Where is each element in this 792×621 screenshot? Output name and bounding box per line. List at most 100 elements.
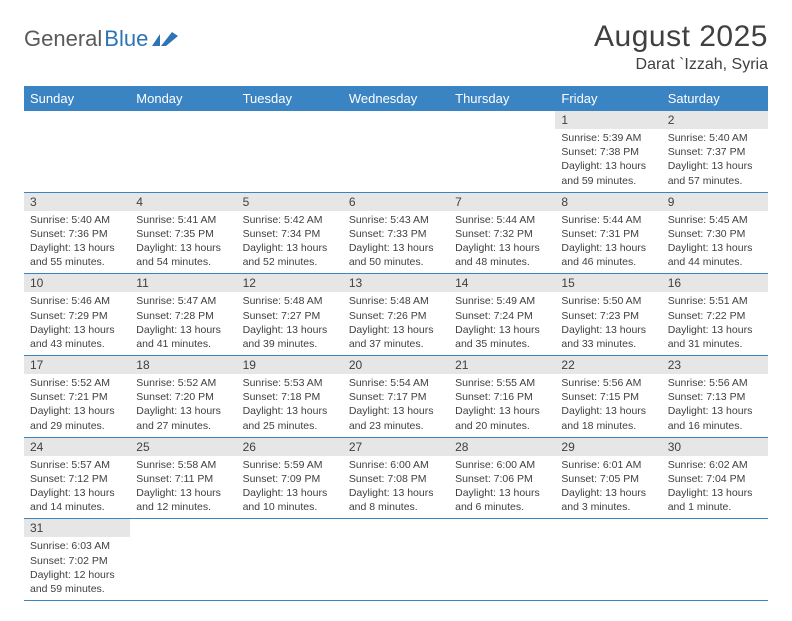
- daylight-text: Daylight: 13 hours and 46 minutes.: [561, 241, 655, 269]
- sunset-text: Sunset: 7:04 PM: [668, 472, 762, 486]
- calendar-cell: 5Sunrise: 5:42 AMSunset: 7:34 PMDaylight…: [237, 192, 343, 274]
- day-content: Sunrise: 5:45 AMSunset: 7:30 PMDaylight:…: [662, 211, 768, 274]
- calendar-cell: 27Sunrise: 6:00 AMSunset: 7:08 PMDayligh…: [343, 437, 449, 519]
- day-number: 24: [24, 438, 130, 456]
- calendar-cell: 6Sunrise: 5:43 AMSunset: 7:33 PMDaylight…: [343, 192, 449, 274]
- sunrise-text: Sunrise: 5:53 AM: [243, 376, 337, 390]
- logo: GeneralBlue: [24, 26, 178, 52]
- day-number: 10: [24, 274, 130, 292]
- sunset-text: Sunset: 7:26 PM: [349, 309, 443, 323]
- day-content: Sunrise: 5:52 AMSunset: 7:20 PMDaylight:…: [130, 374, 236, 437]
- day-content: Sunrise: 6:01 AMSunset: 7:05 PMDaylight:…: [555, 456, 661, 519]
- sunset-text: Sunset: 7:08 PM: [349, 472, 443, 486]
- sunrise-text: Sunrise: 5:39 AM: [561, 131, 655, 145]
- weekday-header: Friday: [555, 86, 661, 111]
- sunrise-text: Sunrise: 5:55 AM: [455, 376, 549, 390]
- day-content: Sunrise: 5:42 AMSunset: 7:34 PMDaylight:…: [237, 211, 343, 274]
- weekday-header-row: SundayMondayTuesdayWednesdayThursdayFrid…: [24, 86, 768, 111]
- sunrise-text: Sunrise: 5:59 AM: [243, 458, 337, 472]
- sunrise-text: Sunrise: 5:44 AM: [561, 213, 655, 227]
- day-content: Sunrise: 5:39 AMSunset: 7:38 PMDaylight:…: [555, 129, 661, 192]
- daylight-text: Daylight: 13 hours and 57 minutes.: [668, 159, 762, 187]
- sunrise-text: Sunrise: 5:40 AM: [668, 131, 762, 145]
- day-content: Sunrise: 6:00 AMSunset: 7:06 PMDaylight:…: [449, 456, 555, 519]
- daylight-text: Daylight: 13 hours and 29 minutes.: [30, 404, 124, 432]
- daylight-text: Daylight: 13 hours and 35 minutes.: [455, 323, 549, 351]
- calendar-page: GeneralBlue August 2025 Darat `Izzah, Sy…: [0, 0, 792, 621]
- sunrise-text: Sunrise: 5:56 AM: [561, 376, 655, 390]
- sunset-text: Sunset: 7:13 PM: [668, 390, 762, 404]
- day-content: Sunrise: 5:44 AMSunset: 7:32 PMDaylight:…: [449, 211, 555, 274]
- weekday-header: Monday: [130, 86, 236, 111]
- sunset-text: Sunset: 7:17 PM: [349, 390, 443, 404]
- calendar-week-row: 10Sunrise: 5:46 AMSunset: 7:29 PMDayligh…: [24, 274, 768, 356]
- sunset-text: Sunset: 7:12 PM: [30, 472, 124, 486]
- page-header: GeneralBlue August 2025 Darat `Izzah, Sy…: [24, 20, 768, 74]
- day-number: 31: [24, 519, 130, 537]
- daylight-text: Daylight: 13 hours and 6 minutes.: [455, 486, 549, 514]
- daylight-text: Daylight: 13 hours and 44 minutes.: [668, 241, 762, 269]
- weekday-header: Wednesday: [343, 86, 449, 111]
- calendar-cell: 23Sunrise: 5:56 AMSunset: 7:13 PMDayligh…: [662, 356, 768, 438]
- day-number: 22: [555, 356, 661, 374]
- day-content: Sunrise: 5:40 AMSunset: 7:36 PMDaylight:…: [24, 211, 130, 274]
- calendar-cell: 15Sunrise: 5:50 AMSunset: 7:23 PMDayligh…: [555, 274, 661, 356]
- daylight-text: Daylight: 13 hours and 27 minutes.: [136, 404, 230, 432]
- day-number: 15: [555, 274, 661, 292]
- calendar-week-row: 31Sunrise: 6:03 AMSunset: 7:02 PMDayligh…: [24, 519, 768, 601]
- day-number: 18: [130, 356, 236, 374]
- daylight-text: Daylight: 13 hours and 16 minutes.: [668, 404, 762, 432]
- sunrise-text: Sunrise: 5:49 AM: [455, 294, 549, 308]
- sunset-text: Sunset: 7:09 PM: [243, 472, 337, 486]
- day-number: 21: [449, 356, 555, 374]
- logo-word2: Blue: [104, 26, 148, 52]
- sunrise-text: Sunrise: 5:51 AM: [668, 294, 762, 308]
- day-content: Sunrise: 5:44 AMSunset: 7:31 PMDaylight:…: [555, 211, 661, 274]
- sunset-text: Sunset: 7:20 PM: [136, 390, 230, 404]
- calendar-week-row: 1Sunrise: 5:39 AMSunset: 7:38 PMDaylight…: [24, 111, 768, 192]
- calendar-cell: [343, 519, 449, 601]
- weekday-header: Saturday: [662, 86, 768, 111]
- sunrise-text: Sunrise: 6:01 AM: [561, 458, 655, 472]
- calendar-cell: 8Sunrise: 5:44 AMSunset: 7:31 PMDaylight…: [555, 192, 661, 274]
- day-content: Sunrise: 5:56 AMSunset: 7:13 PMDaylight:…: [662, 374, 768, 437]
- weekday-header: Sunday: [24, 86, 130, 111]
- day-number: 13: [343, 274, 449, 292]
- day-content: Sunrise: 5:58 AMSunset: 7:11 PMDaylight:…: [130, 456, 236, 519]
- daylight-text: Daylight: 13 hours and 12 minutes.: [136, 486, 230, 514]
- sunset-text: Sunset: 7:16 PM: [455, 390, 549, 404]
- calendar-cell: 4Sunrise: 5:41 AMSunset: 7:35 PMDaylight…: [130, 192, 236, 274]
- calendar-cell: 19Sunrise: 5:53 AMSunset: 7:18 PMDayligh…: [237, 356, 343, 438]
- sunset-text: Sunset: 7:35 PM: [136, 227, 230, 241]
- calendar-cell: 17Sunrise: 5:52 AMSunset: 7:21 PMDayligh…: [24, 356, 130, 438]
- calendar-cell: 21Sunrise: 5:55 AMSunset: 7:16 PMDayligh…: [449, 356, 555, 438]
- calendar-cell: 16Sunrise: 5:51 AMSunset: 7:22 PMDayligh…: [662, 274, 768, 356]
- sunrise-text: Sunrise: 5:52 AM: [30, 376, 124, 390]
- day-content: Sunrise: 6:02 AMSunset: 7:04 PMDaylight:…: [662, 456, 768, 519]
- logo-flag-icon: [152, 30, 178, 48]
- daylight-text: Daylight: 13 hours and 20 minutes.: [455, 404, 549, 432]
- day-number: 27: [343, 438, 449, 456]
- sunrise-text: Sunrise: 5:58 AM: [136, 458, 230, 472]
- day-number: 3: [24, 193, 130, 211]
- day-content: Sunrise: 5:56 AMSunset: 7:15 PMDaylight:…: [555, 374, 661, 437]
- calendar-cell: [449, 111, 555, 192]
- sunrise-text: Sunrise: 6:02 AM: [668, 458, 762, 472]
- sunset-text: Sunset: 7:11 PM: [136, 472, 230, 486]
- daylight-text: Daylight: 13 hours and 41 minutes.: [136, 323, 230, 351]
- sunset-text: Sunset: 7:30 PM: [668, 227, 762, 241]
- daylight-text: Daylight: 13 hours and 25 minutes.: [243, 404, 337, 432]
- sunset-text: Sunset: 7:33 PM: [349, 227, 443, 241]
- sunrise-text: Sunrise: 5:43 AM: [349, 213, 443, 227]
- day-content: Sunrise: 5:50 AMSunset: 7:23 PMDaylight:…: [555, 292, 661, 355]
- calendar-cell: 24Sunrise: 5:57 AMSunset: 7:12 PMDayligh…: [24, 437, 130, 519]
- day-content: Sunrise: 5:59 AMSunset: 7:09 PMDaylight:…: [237, 456, 343, 519]
- day-number: 6: [343, 193, 449, 211]
- day-number: 5: [237, 193, 343, 211]
- daylight-text: Daylight: 13 hours and 33 minutes.: [561, 323, 655, 351]
- day-number: 9: [662, 193, 768, 211]
- sunset-text: Sunset: 7:32 PM: [455, 227, 549, 241]
- calendar-week-row: 3Sunrise: 5:40 AMSunset: 7:36 PMDaylight…: [24, 192, 768, 274]
- day-content: Sunrise: 5:55 AMSunset: 7:16 PMDaylight:…: [449, 374, 555, 437]
- calendar-cell: [24, 111, 130, 192]
